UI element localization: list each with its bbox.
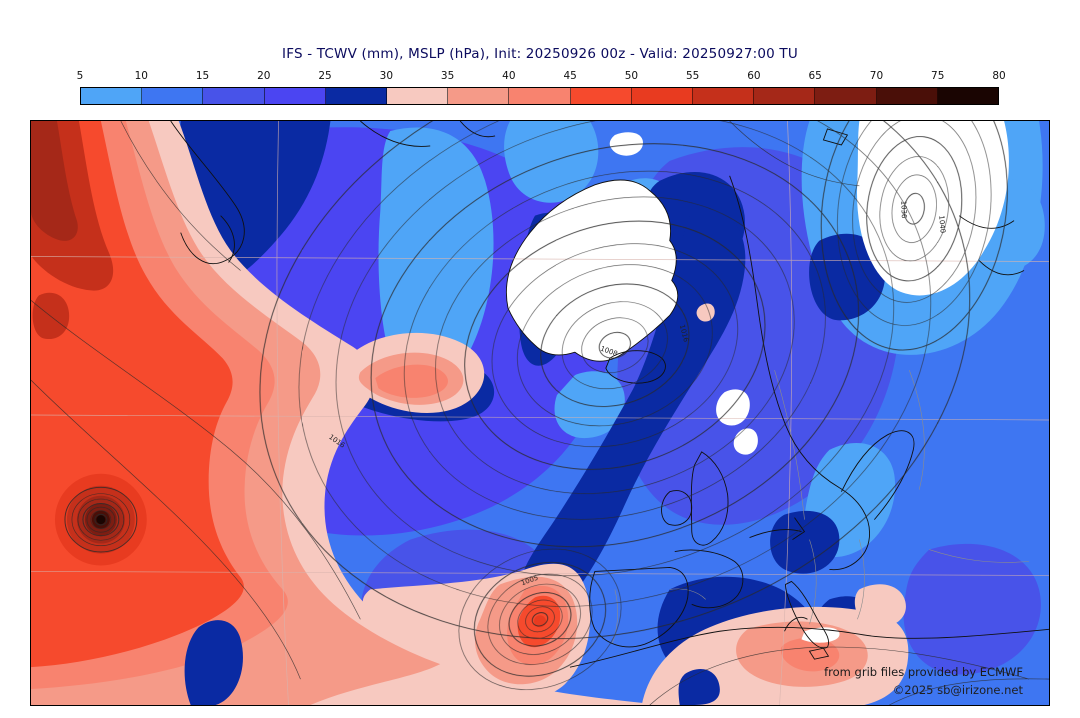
colorbar-tick-label: 40 <box>502 70 516 82</box>
colorbar-segment <box>448 88 510 104</box>
tcwv-fill-layer <box>31 121 1049 705</box>
colorbar-tick-label: 75 <box>931 70 945 82</box>
country-border-layer <box>611 370 1030 645</box>
hurricane-core <box>54 473 147 566</box>
colorbar <box>80 87 999 105</box>
colorbar-tick-label: 30 <box>379 70 394 82</box>
colorbar-tick-label: 50 <box>624 70 639 82</box>
map-frame: 1016 1008 1016 1036 1040 1005 from grib … <box>30 120 1050 706</box>
colorbar-tick-label: 65 <box>808 70 822 82</box>
colorbar-segment <box>631 88 694 104</box>
chart-title: IFS - TCWV (mm), MSLP (hPa), Init: 20250… <box>282 46 798 62</box>
colorbar-tick-label: 80 <box>992 70 1006 82</box>
attribution-copyright: ©2025 sb@irizone.net <box>892 683 1023 697</box>
colorbar-tick-label: 60 <box>747 70 761 82</box>
colorbar-segment <box>509 88 571 104</box>
colorbar-segment <box>264 88 326 104</box>
colorbar-segment <box>570 88 632 104</box>
isobar-label: 1040 <box>937 215 947 233</box>
colorbar-ticks: 5 10 15 20 25 30 35 40 45 50 55 60 65 70 75 80 <box>76 70 1006 84</box>
colorbar-segment <box>387 88 449 104</box>
colorbar-tick-label: 25 <box>318 70 332 82</box>
isobar-label: 1036 <box>899 201 908 219</box>
isobar-rings-iberia-cyclone <box>458 548 622 690</box>
colorbar-segment <box>693 88 755 104</box>
isobar-rings-high <box>820 121 1008 351</box>
colorbar-segment <box>937 88 999 104</box>
colorbar-segment <box>81 88 143 104</box>
colorbar-tick-label: 20 <box>257 70 271 82</box>
isobar-rings-hurricane <box>64 486 138 553</box>
colorbar-tick-label: 45 <box>563 70 577 82</box>
colorbar-tick-label: 70 <box>869 70 884 82</box>
map-svg: 1016 1008 1016 1036 1040 1005 <box>31 121 1049 705</box>
colorbar-segment <box>815 88 877 104</box>
colorbar-tick-label: 35 <box>440 70 455 82</box>
colorbar-tick-label: 15 <box>195 70 210 82</box>
colorbar-tick-label: 55 <box>685 70 700 82</box>
colorbar-segment <box>754 88 816 104</box>
isobar-layer <box>31 121 1049 705</box>
coastline-layer <box>170 121 1049 668</box>
graticule-layer <box>31 121 1049 705</box>
colorbar-segment <box>142 88 204 104</box>
attribution-source: from grib files provided by ECMWF <box>824 665 1023 679</box>
colorbar-tick-label: 5 <box>76 70 84 82</box>
colorbar-tick-label: 10 <box>134 70 148 82</box>
colorbar-segment <box>325 88 388 104</box>
colorbar-segment <box>203 88 265 104</box>
colorbar-segment <box>876 88 938 104</box>
isobar-rings-low <box>259 121 971 640</box>
